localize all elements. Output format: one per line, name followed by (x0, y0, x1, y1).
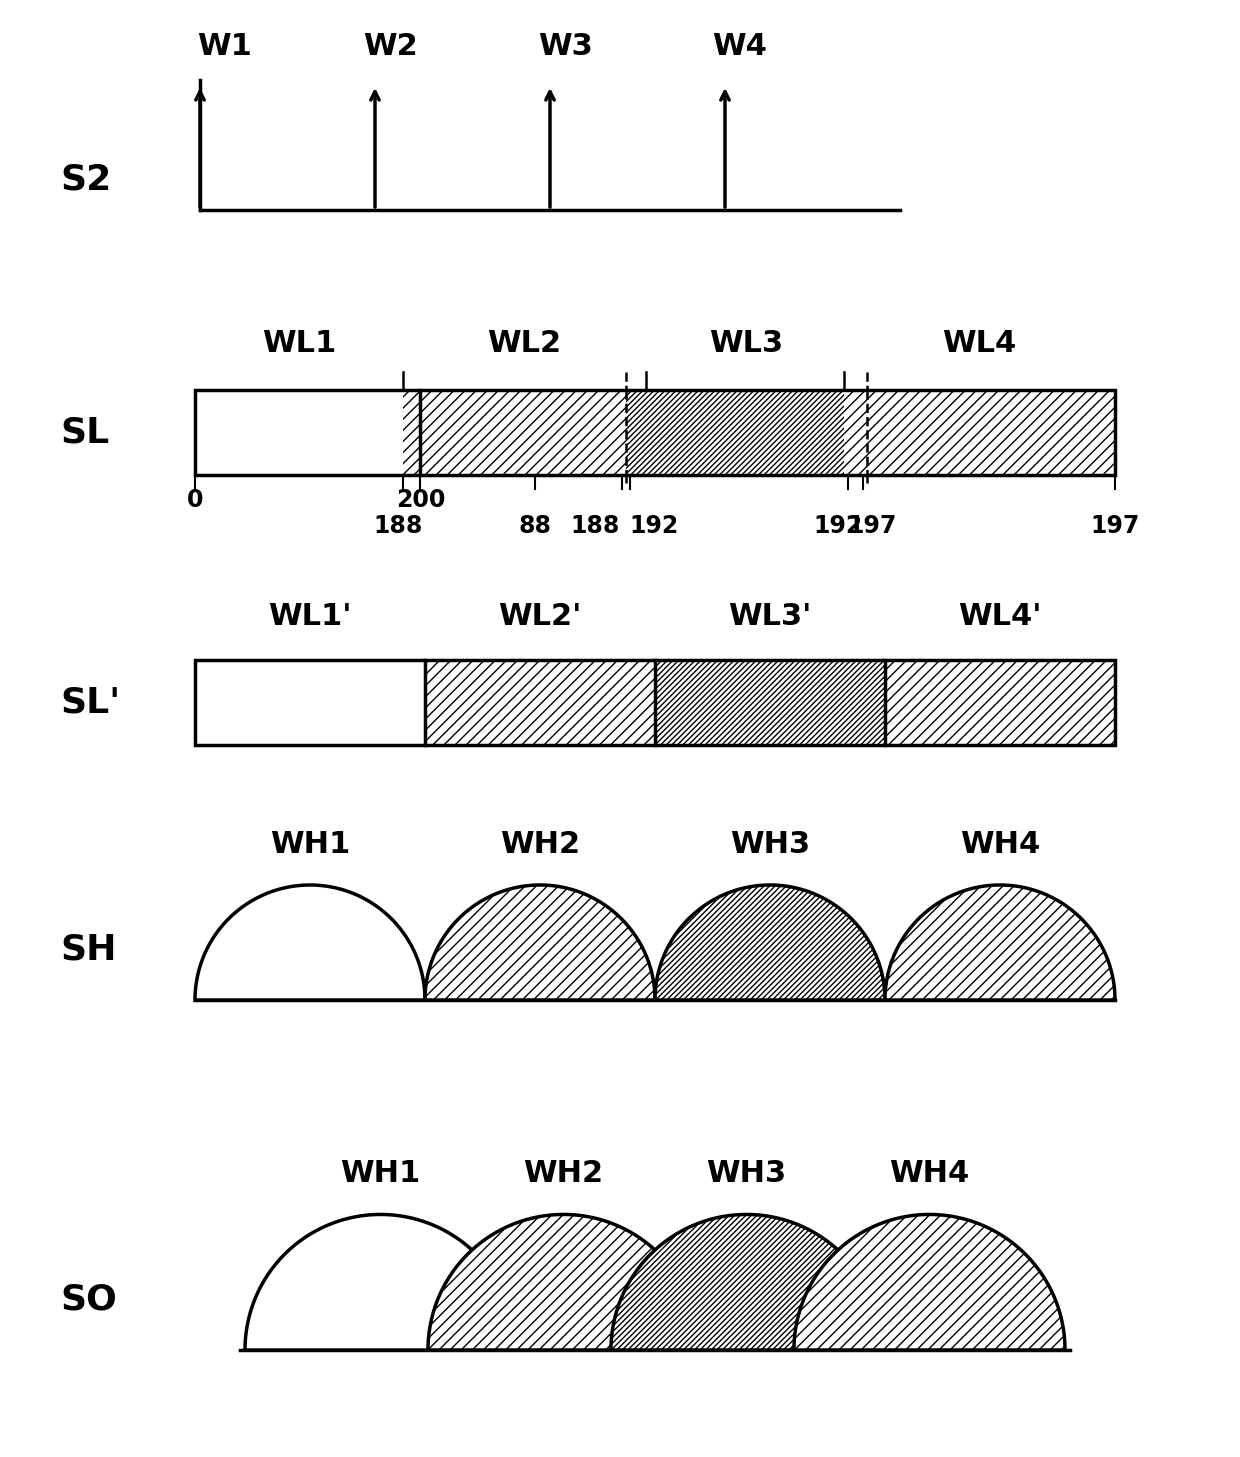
Text: W2: W2 (362, 32, 418, 61)
Text: WH1: WH1 (270, 830, 350, 860)
Polygon shape (611, 1215, 882, 1351)
Text: 192: 192 (630, 514, 678, 538)
Bar (195, 660, 425, 745)
Text: S2: S2 (60, 163, 112, 197)
Polygon shape (428, 1215, 699, 1351)
Text: WH3: WH3 (707, 1160, 786, 1189)
Bar (655, 660, 885, 745)
Text: WH4: WH4 (960, 830, 1040, 860)
Bar (625, 390, 867, 475)
Text: WL4': WL4' (959, 602, 1042, 631)
Polygon shape (425, 884, 655, 1000)
Text: WH2: WH2 (500, 830, 580, 860)
Text: W1: W1 (197, 32, 253, 61)
Text: WL2': WL2' (498, 602, 582, 631)
Bar (843, 390, 1115, 475)
Text: SL': SL' (60, 685, 120, 720)
Text: WH3: WH3 (730, 830, 810, 860)
Text: 0: 0 (187, 488, 203, 511)
Text: 88: 88 (518, 514, 552, 538)
Text: SL: SL (60, 415, 109, 450)
Bar (885, 660, 1115, 745)
Polygon shape (794, 1215, 1065, 1351)
Text: 192: 192 (813, 514, 863, 538)
Text: W3: W3 (538, 32, 593, 61)
Bar (195, 390, 1115, 475)
Polygon shape (885, 884, 1115, 1000)
Text: W4: W4 (713, 32, 768, 61)
Text: WH2: WH2 (523, 1160, 604, 1189)
Text: SO: SO (60, 1284, 117, 1317)
Text: 197: 197 (1090, 514, 1140, 538)
Text: 197: 197 (848, 514, 897, 538)
Text: WL2: WL2 (487, 329, 562, 358)
Text: 188: 188 (570, 514, 620, 538)
Text: WL1: WL1 (262, 329, 336, 358)
Text: SH: SH (60, 932, 117, 967)
Text: WL4: WL4 (942, 329, 1017, 358)
Bar (195, 660, 1115, 745)
Text: 188: 188 (373, 514, 423, 538)
Bar (425, 660, 655, 745)
Polygon shape (246, 1215, 516, 1351)
Bar (195, 390, 420, 475)
Text: WL3': WL3' (728, 602, 812, 631)
Text: 200: 200 (396, 488, 445, 511)
Text: WH1: WH1 (341, 1160, 420, 1189)
Text: WL3: WL3 (709, 329, 784, 358)
Polygon shape (655, 884, 885, 1000)
Polygon shape (195, 884, 425, 1000)
Bar (403, 390, 646, 475)
Text: WL1': WL1' (268, 602, 352, 631)
Text: WH4: WH4 (889, 1160, 970, 1189)
